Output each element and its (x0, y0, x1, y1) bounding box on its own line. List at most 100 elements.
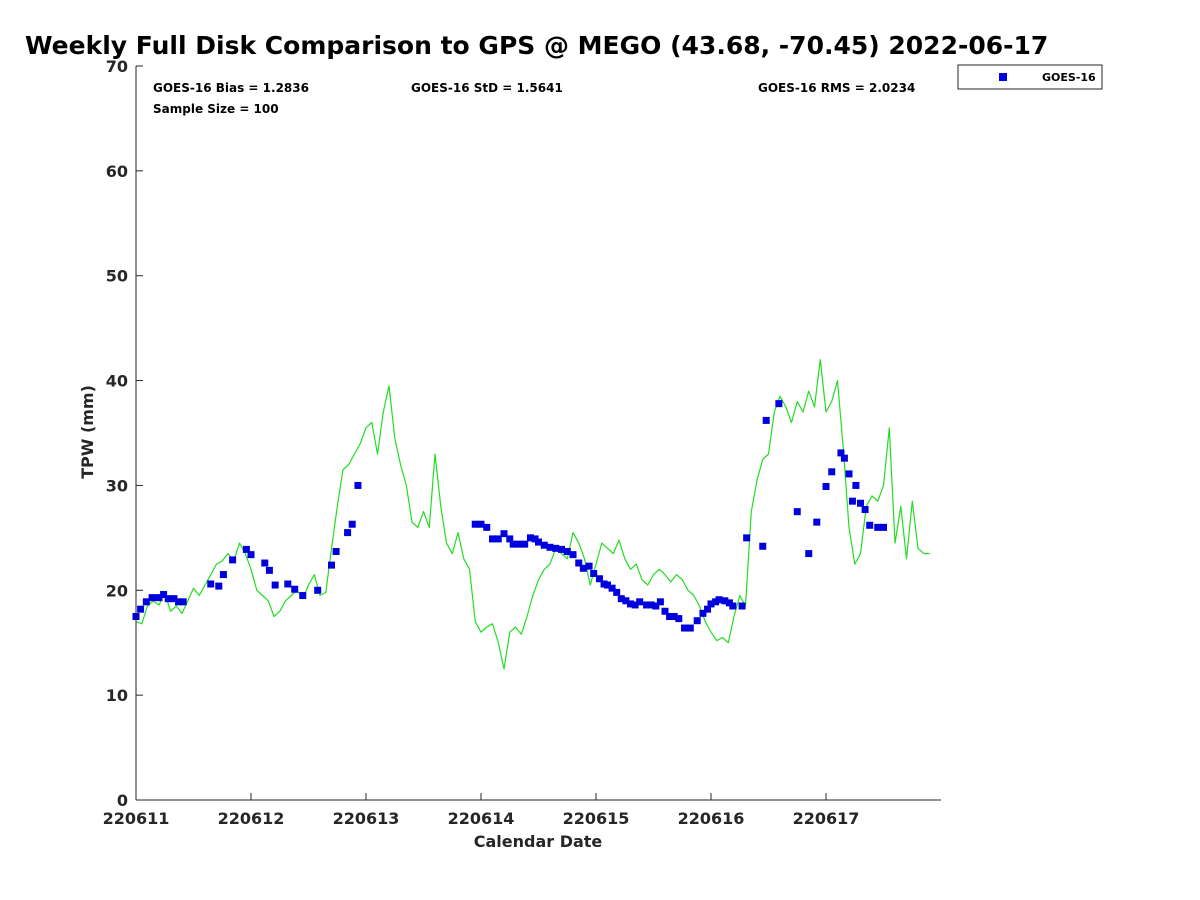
goes-point (291, 585, 299, 593)
goes-point (805, 550, 813, 558)
goes-point (762, 416, 770, 424)
y-tick-label: 30 (106, 476, 128, 495)
goes-point (344, 529, 352, 537)
goes-point (738, 602, 746, 610)
goes-point (284, 580, 292, 588)
y-axis-label: TPW (mm) (78, 385, 97, 479)
goes-point (631, 601, 639, 609)
x-tick-label: 220617 (793, 809, 860, 828)
goes-point (328, 561, 335, 569)
goes-point (666, 613, 674, 620)
goes-point (535, 538, 542, 546)
goes-point (647, 601, 655, 609)
goes-point (661, 607, 669, 615)
goes-point (314, 586, 322, 594)
goes-point (569, 551, 577, 559)
stat-std: GOES-16 StD = 1.5641 (411, 81, 563, 95)
stat-bias: GOES-16 Bias = 1.2836 (153, 81, 309, 95)
goes-point (604, 581, 611, 589)
stat-sample-size: Sample Size = 100 (153, 102, 279, 116)
x-tick-label: 220613 (333, 809, 400, 828)
goes-point (500, 530, 508, 538)
goes-point (656, 598, 664, 606)
goes-point (636, 598, 644, 606)
goes-point (693, 617, 701, 625)
goes-point (160, 590, 168, 598)
legend: GOES-16 (957, 64, 1103, 90)
goes-point (229, 556, 237, 564)
goes-point (494, 535, 502, 543)
goes-point (179, 598, 187, 606)
goes-point (164, 595, 172, 603)
goes-point (354, 481, 362, 489)
goes-point (775, 400, 783, 408)
goes-point (707, 600, 715, 608)
goes-point (215, 582, 223, 590)
goes-point (585, 562, 593, 570)
y-tick-label: 10 (106, 686, 128, 705)
y-tick-label: 40 (106, 372, 128, 391)
goes-point (837, 449, 845, 457)
goes-point (299, 592, 307, 600)
goes-point (866, 521, 874, 529)
goes-point (613, 588, 621, 596)
goes-point (477, 520, 485, 528)
goes-point (471, 520, 479, 528)
goes-point (715, 596, 723, 604)
goes-point (332, 547, 340, 555)
goes-point (627, 600, 634, 608)
chart-title: Weekly Full Disk Comparison to GPS @ MEG… (25, 31, 1048, 60)
y-tick-label: 0 (117, 791, 128, 810)
goes-point (670, 613, 678, 620)
stats-annotations: GOES-16 Bias = 1.2836 Sample Size = 100 … (153, 81, 915, 116)
x-tick-label: 220614 (448, 809, 515, 828)
goes-point (743, 534, 751, 542)
x-axis: 220611 220612 220613 220614 220615 220616 2206… (103, 793, 860, 828)
goes-point (729, 602, 737, 610)
y-axis: 0 10 20 30 40 50 60 70 (106, 57, 143, 810)
goes-point (622, 597, 630, 605)
goes-point (540, 541, 548, 549)
goes-point (822, 482, 830, 490)
goes-point (852, 481, 860, 489)
goes-point (546, 543, 554, 551)
goes-point (861, 506, 869, 514)
goes-point (840, 454, 848, 462)
goes-point (704, 605, 712, 613)
goes-point (271, 581, 279, 589)
goes-series (132, 400, 887, 632)
goes-point (483, 523, 491, 531)
plot-area: 0 10 20 30 40 50 60 70 220611 220612 220613 220614… (103, 57, 941, 828)
x-tick-label: 220616 (678, 809, 745, 828)
goes-point (558, 545, 565, 553)
goes-point (137, 605, 145, 613)
goes-point (175, 598, 183, 606)
legend-label: GOES-16 (1042, 71, 1096, 84)
goes-point (721, 597, 729, 605)
goes-point (579, 564, 587, 572)
goes-point (575, 559, 583, 567)
goes-point (874, 523, 882, 531)
goes-point (148, 594, 156, 602)
y-tick-label: 60 (106, 162, 128, 181)
goes-point (608, 584, 616, 592)
goes-point (845, 470, 853, 478)
goes-point (828, 468, 836, 476)
goes-point (515, 540, 523, 548)
goes-point (563, 547, 571, 555)
goes-point (595, 575, 603, 583)
goes-point (265, 566, 273, 574)
goes-point (242, 545, 250, 553)
goes-point (813, 518, 821, 526)
goes-point (590, 570, 598, 578)
goes-point (686, 624, 694, 632)
goes-point (155, 594, 163, 602)
gps-series (135, 359, 930, 670)
goes-point (142, 598, 150, 606)
goes-point (247, 551, 255, 559)
goes-point (219, 571, 227, 579)
x-tick-label: 220615 (563, 809, 630, 828)
x-tick-label: 220612 (218, 809, 285, 828)
gps-line (135, 359, 930, 670)
